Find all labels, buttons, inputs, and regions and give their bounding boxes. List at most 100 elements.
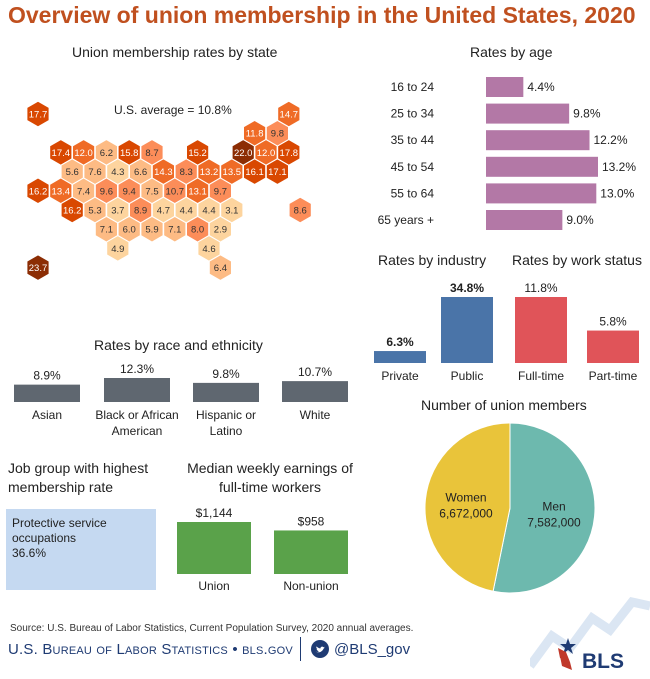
age-value-label: 13.0%: [600, 186, 634, 200]
state-hex-label: 4.6: [202, 244, 215, 255]
state-hex-label: 9.8: [271, 129, 284, 140]
job-group-title-1: Job group with highest: [8, 460, 149, 476]
state-hex-label: 5.6: [66, 167, 79, 178]
state-hex-label: 7.4: [77, 186, 90, 197]
bls-footer-text: U.S. Bureau of Labor Statistics • bls.go…: [8, 641, 293, 658]
age-value-label: 9.8%: [573, 107, 601, 121]
bls-logo-text: BLS: [582, 650, 624, 673]
race-value-label: 12.3%: [120, 362, 154, 376]
age-category-label: 35 to 44: [391, 133, 435, 147]
race-chart: 8.9% Asian 12.3% Black or African American 9.…: [14, 362, 348, 438]
workstatus-bar: [587, 330, 639, 363]
age-chart: 16 to 24 4.4% 25 to 34 9.8% 35 to 44 12.2% 45 …: [378, 77, 636, 230]
state-hex-label: 8.7: [145, 148, 158, 159]
state-hex-label: 12.0: [74, 148, 93, 159]
bls-twitter-handle[interactable]: @BLS_gov: [334, 641, 411, 658]
state-hex-label: 8.3: [180, 167, 193, 178]
earnings-chart: $1,144 Union $958 Non-union: [177, 506, 348, 593]
race-category-label: Asian: [32, 408, 62, 422]
state-hex-label: 4.4: [180, 206, 193, 217]
state-hex-label: 4.4: [202, 206, 215, 217]
state-hex-label: 10.7: [166, 186, 185, 197]
state-hex-label: 22.0: [234, 148, 253, 159]
state-hex: [265, 158, 289, 185]
members-pie-chart: Men 7,582,000 Women 6,672,000: [424, 422, 596, 594]
industry-category-label: Public: [451, 369, 484, 383]
state-hex-label: 7.1: [100, 225, 113, 236]
state-hex-label: 15.2: [188, 148, 207, 159]
state-hex-label: 6.6: [134, 167, 147, 178]
bls-site-link[interactable]: • bls.gov: [232, 641, 293, 658]
workstatus-chart-title: Rates by work status: [512, 252, 642, 268]
earnings-category-label: Non-union: [283, 579, 338, 593]
job-group-box: [6, 509, 156, 590]
job-group-line2: occupations: [12, 531, 77, 545]
state-hex: [208, 254, 232, 281]
state-hex: [140, 215, 164, 243]
state-hex-label: 17.7: [29, 110, 48, 121]
state-hex-label: 14.3: [154, 167, 173, 178]
pie-slice-value: 6,672,000: [439, 507, 493, 521]
pie-slice-value: 7,582,000: [527, 515, 581, 529]
age-category-label: 25 to 34: [391, 107, 435, 121]
race-bar: [104, 378, 170, 402]
state-hex-label: 17.4: [52, 148, 71, 159]
state-map-title: Union membership rates by state: [72, 44, 278, 60]
state-hex-label: 8.6: [294, 206, 307, 217]
state-hex-label: 8.9: [134, 206, 147, 217]
age-value-label: 13.2%: [602, 160, 636, 174]
race-value-label: 9.8%: [212, 367, 240, 381]
state-hex-label: 6.0: [123, 225, 136, 236]
industry-category-label: Private: [381, 369, 419, 383]
state-hex-label: 5.9: [145, 225, 158, 236]
state-hex-label: 13.5: [223, 167, 242, 178]
state-hex-label: 23.7: [29, 263, 48, 274]
earnings-value-label: $1,144: [196, 506, 233, 520]
job-group-value: 36.6%: [12, 546, 47, 560]
race-category-label: Black or African: [95, 408, 178, 422]
state-hex-label: 9.6: [100, 186, 113, 197]
earnings-category-label: Union: [198, 579, 229, 593]
earnings-title-1: Median weekly earnings of: [187, 460, 353, 476]
age-chart-title: Rates by age: [470, 44, 553, 60]
industry-value-label: 34.8%: [450, 281, 484, 295]
state-hex-label: 13.1: [188, 186, 207, 197]
state-hex-label: 16.1: [245, 167, 264, 178]
age-bar: [486, 210, 563, 230]
job-group-title-2: membership rate: [8, 479, 114, 495]
race-value-label: 10.7%: [298, 365, 332, 379]
age-category-label: 45 to 54: [391, 160, 435, 174]
race-category-label: American: [112, 424, 163, 438]
race-bar: [14, 384, 80, 402]
state-hex-label: 3.1: [225, 206, 238, 217]
state-hex-label: 7.6: [88, 167, 101, 178]
us-average-label: U.S. average = 10.8%: [114, 103, 232, 117]
industry-value-label: 6.3%: [386, 335, 414, 349]
agency-name: U.S. Bureau of Labor Statistics: [8, 641, 228, 658]
pie-chart-title: Number of union members: [421, 397, 587, 413]
race-bar: [282, 381, 348, 402]
pie-slice-name: Men: [542, 499, 565, 513]
state-hex-label: 12.0: [257, 148, 276, 159]
state-hex-label: 5.3: [88, 206, 101, 217]
job-group-line1: Protective service: [12, 516, 107, 530]
state-hex-label: 3.7: [111, 206, 124, 217]
state-hex: [26, 254, 50, 281]
age-category-label: 16 to 24: [391, 80, 435, 94]
race-category-label: Hispanic or: [196, 408, 256, 422]
age-value-label: 4.4%: [527, 80, 555, 94]
industry-bar: [441, 297, 493, 363]
state-hex-label: 4.3: [111, 167, 124, 178]
source-note: Source: U.S. Bureau of Labor Statistics,…: [10, 623, 414, 634]
earnings-bar: [274, 530, 348, 574]
state-hex-label: 11.8: [246, 129, 264, 140]
state-hex: [106, 235, 130, 262]
state-hex-label: 9.7: [214, 186, 227, 197]
pie-slice-men: [492, 422, 596, 594]
industry-workstatus-chart: 6.3% Private 34.8% Public 11.8% Full-time 5.8%…: [374, 281, 639, 383]
workstatus-bar: [515, 297, 567, 363]
state-hex-label: 4.9: [111, 244, 124, 255]
age-value-label: 9.0%: [566, 213, 594, 227]
state-hex-label: 13.2: [200, 167, 219, 178]
race-category-label: White: [300, 408, 331, 422]
